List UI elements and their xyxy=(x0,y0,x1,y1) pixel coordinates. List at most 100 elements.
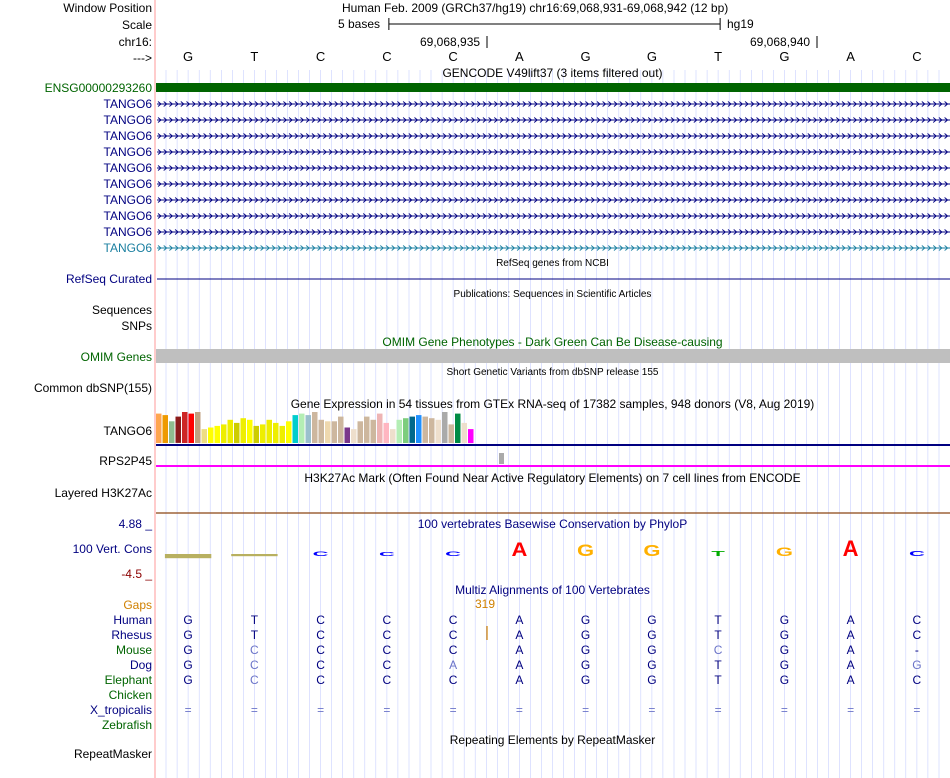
gtex-tissue-bar xyxy=(468,429,474,444)
conservation-label[interactable]: 100 Vert. Cons xyxy=(72,542,152,556)
base-letter: A xyxy=(846,49,855,64)
snps-label[interactable]: SNPs xyxy=(121,319,152,333)
gtex-tissue-bar xyxy=(318,419,324,444)
gtex-tissue-bar xyxy=(221,424,227,443)
transcript-label[interactable]: TANGO6 xyxy=(103,97,152,111)
refseq-track-title[interactable]: RefSeq genes from NCBI xyxy=(496,258,609,269)
window-position-value: Human Feb. 2009 (GRCh37/hg19) chr16:69,0… xyxy=(342,1,729,15)
species-label[interactable]: Mouse xyxy=(115,643,152,657)
alignment-base: G xyxy=(912,658,922,672)
transcript-label[interactable]: TANGO6 xyxy=(103,209,152,223)
transcript-label[interactable]: TANGO6 xyxy=(103,113,152,127)
scale-assembly: hg19 xyxy=(727,17,754,31)
coord-label-1: 69,068,935 xyxy=(420,35,481,49)
gtex-tissue-bar xyxy=(403,418,409,443)
alignment-base: C xyxy=(382,658,392,672)
alignment-base: G xyxy=(647,658,657,672)
conservation-logo-letter: C xyxy=(909,549,925,557)
gtex-tissue-bar xyxy=(325,421,331,443)
base-letter: T xyxy=(250,49,259,64)
dbsnp-label[interactable]: Common dbSNP(155) xyxy=(33,381,152,395)
scale-bases: 5 bases xyxy=(338,17,381,31)
h3k27ac-label[interactable]: Layered H3K27Ac xyxy=(54,486,152,500)
alignment-base: A xyxy=(515,643,524,657)
alignment-base: T xyxy=(714,673,722,687)
publications-track-title[interactable]: Publications: Sequences in Scientific Ar… xyxy=(453,289,652,300)
gtex-tissue-bar xyxy=(357,421,363,443)
repeatmasker-label[interactable]: RepeatMasker xyxy=(73,747,152,761)
alignment-base: = xyxy=(648,703,656,717)
omim-label[interactable]: OMIM Genes xyxy=(80,350,152,364)
transcript-label[interactable]: TANGO6 xyxy=(103,145,152,159)
base-letter: G xyxy=(646,49,657,64)
multiz-track-title[interactable]: Multiz Alignments of 100 Vertebrates xyxy=(455,583,650,597)
gtex-tissue-bar xyxy=(253,425,259,443)
conservation-track-title[interactable]: 100 vertebrates Basewise Conservation by… xyxy=(417,517,688,531)
sequences-label[interactable]: Sequences xyxy=(91,303,152,317)
alignment-base: G xyxy=(580,673,591,687)
gtex-tissue-bar xyxy=(279,425,285,443)
refseq-label[interactable]: RefSeq Curated xyxy=(65,272,152,286)
gtex-tissue-bar xyxy=(182,412,188,443)
gtex-tissue-bar xyxy=(383,422,389,444)
omim-track-title[interactable]: OMIM Gene Phenotypes - Dark Green Can Be… xyxy=(382,335,723,349)
conservation-logo-letter: G xyxy=(577,542,594,561)
gtex-tissue-bar xyxy=(461,422,467,444)
gtex-tissue-bar xyxy=(208,427,214,443)
gtex-tissue-bar xyxy=(442,412,448,443)
alignment-base: G xyxy=(580,628,591,642)
alignment-base: C xyxy=(382,628,392,642)
species-label[interactable]: Zebrafish xyxy=(101,718,152,732)
species-label[interactable]: Dog xyxy=(129,658,152,672)
transcript-strand-arrows xyxy=(157,133,949,139)
gtex-tissue-bar xyxy=(338,416,344,443)
alignment-base: C xyxy=(448,673,458,687)
alignment-base: C xyxy=(250,658,259,672)
repeatmasker-track-title[interactable]: Repeating Elements by RepeatMasker xyxy=(449,733,656,747)
alignment-base: C xyxy=(448,613,458,627)
gtex-gene1-label[interactable]: TANGO6 xyxy=(103,424,152,438)
transcript-label[interactable]: TANGO6 xyxy=(103,161,152,175)
gaps-label[interactable]: Gaps xyxy=(123,598,152,612)
scale-label: Scale xyxy=(121,18,152,32)
gtex-tissue-bar xyxy=(455,413,461,443)
alignment-base: G xyxy=(183,613,193,627)
alignment-base: C xyxy=(316,613,325,627)
transcript-label[interactable]: TANGO6 xyxy=(103,177,152,191)
gene-id-label[interactable]: ENSG00000293260 xyxy=(44,81,152,95)
gtex-tissue-bar xyxy=(344,427,350,443)
gtex-gene2-label[interactable]: RPS2P45 xyxy=(99,454,152,468)
alignment-base: G xyxy=(647,673,657,687)
transcript-label[interactable]: TANGO6 xyxy=(103,129,152,143)
species-label[interactable]: Elephant xyxy=(104,673,152,687)
h3k27ac-track-title[interactable]: H3K27Ac Mark (Often Found Near Active Re… xyxy=(304,471,801,485)
conservation-logo-letter: C xyxy=(379,551,395,557)
transcript-strand-arrows xyxy=(157,117,949,123)
species-label[interactable]: Human xyxy=(113,613,152,627)
gtex-tissue-bar xyxy=(416,415,422,443)
gtex-tissue-bar xyxy=(435,419,441,444)
gtex-tissue-bar xyxy=(292,415,298,443)
species-label[interactable]: X_tropicalis xyxy=(89,703,152,717)
transcript-label[interactable]: TANGO6 xyxy=(103,225,152,239)
transcript-label[interactable]: TANGO6 xyxy=(103,241,152,255)
gencode-track-title[interactable]: GENCODE V49lift37 (3 items filtered out) xyxy=(442,66,663,80)
transcript-label[interactable]: TANGO6 xyxy=(103,193,152,207)
species-label[interactable]: Chicken xyxy=(108,688,152,702)
species-label[interactable]: Rhesus xyxy=(111,628,152,642)
gtex-track-title[interactable]: Gene Expression in 54 tissues from GTEx … xyxy=(290,397,815,411)
gtex-tissue-bar xyxy=(448,424,454,443)
gtex-gene2-bar xyxy=(499,453,504,464)
alignment-base: C xyxy=(316,628,325,642)
conservation-logo-letter: A xyxy=(843,536,859,561)
dbsnp-track-title[interactable]: Short Genetic Variants from dbSNP releas… xyxy=(446,367,659,378)
alignment-base: C xyxy=(912,628,922,642)
alignment-base: C xyxy=(382,613,392,627)
alignment-base: C xyxy=(382,673,392,687)
alignment-base: G xyxy=(183,658,193,672)
transcript-strand-arrows xyxy=(157,165,949,171)
strand-arrow-label: ---> xyxy=(133,51,152,65)
alignment-base: = xyxy=(515,703,523,717)
alignment-base: G xyxy=(647,613,657,627)
